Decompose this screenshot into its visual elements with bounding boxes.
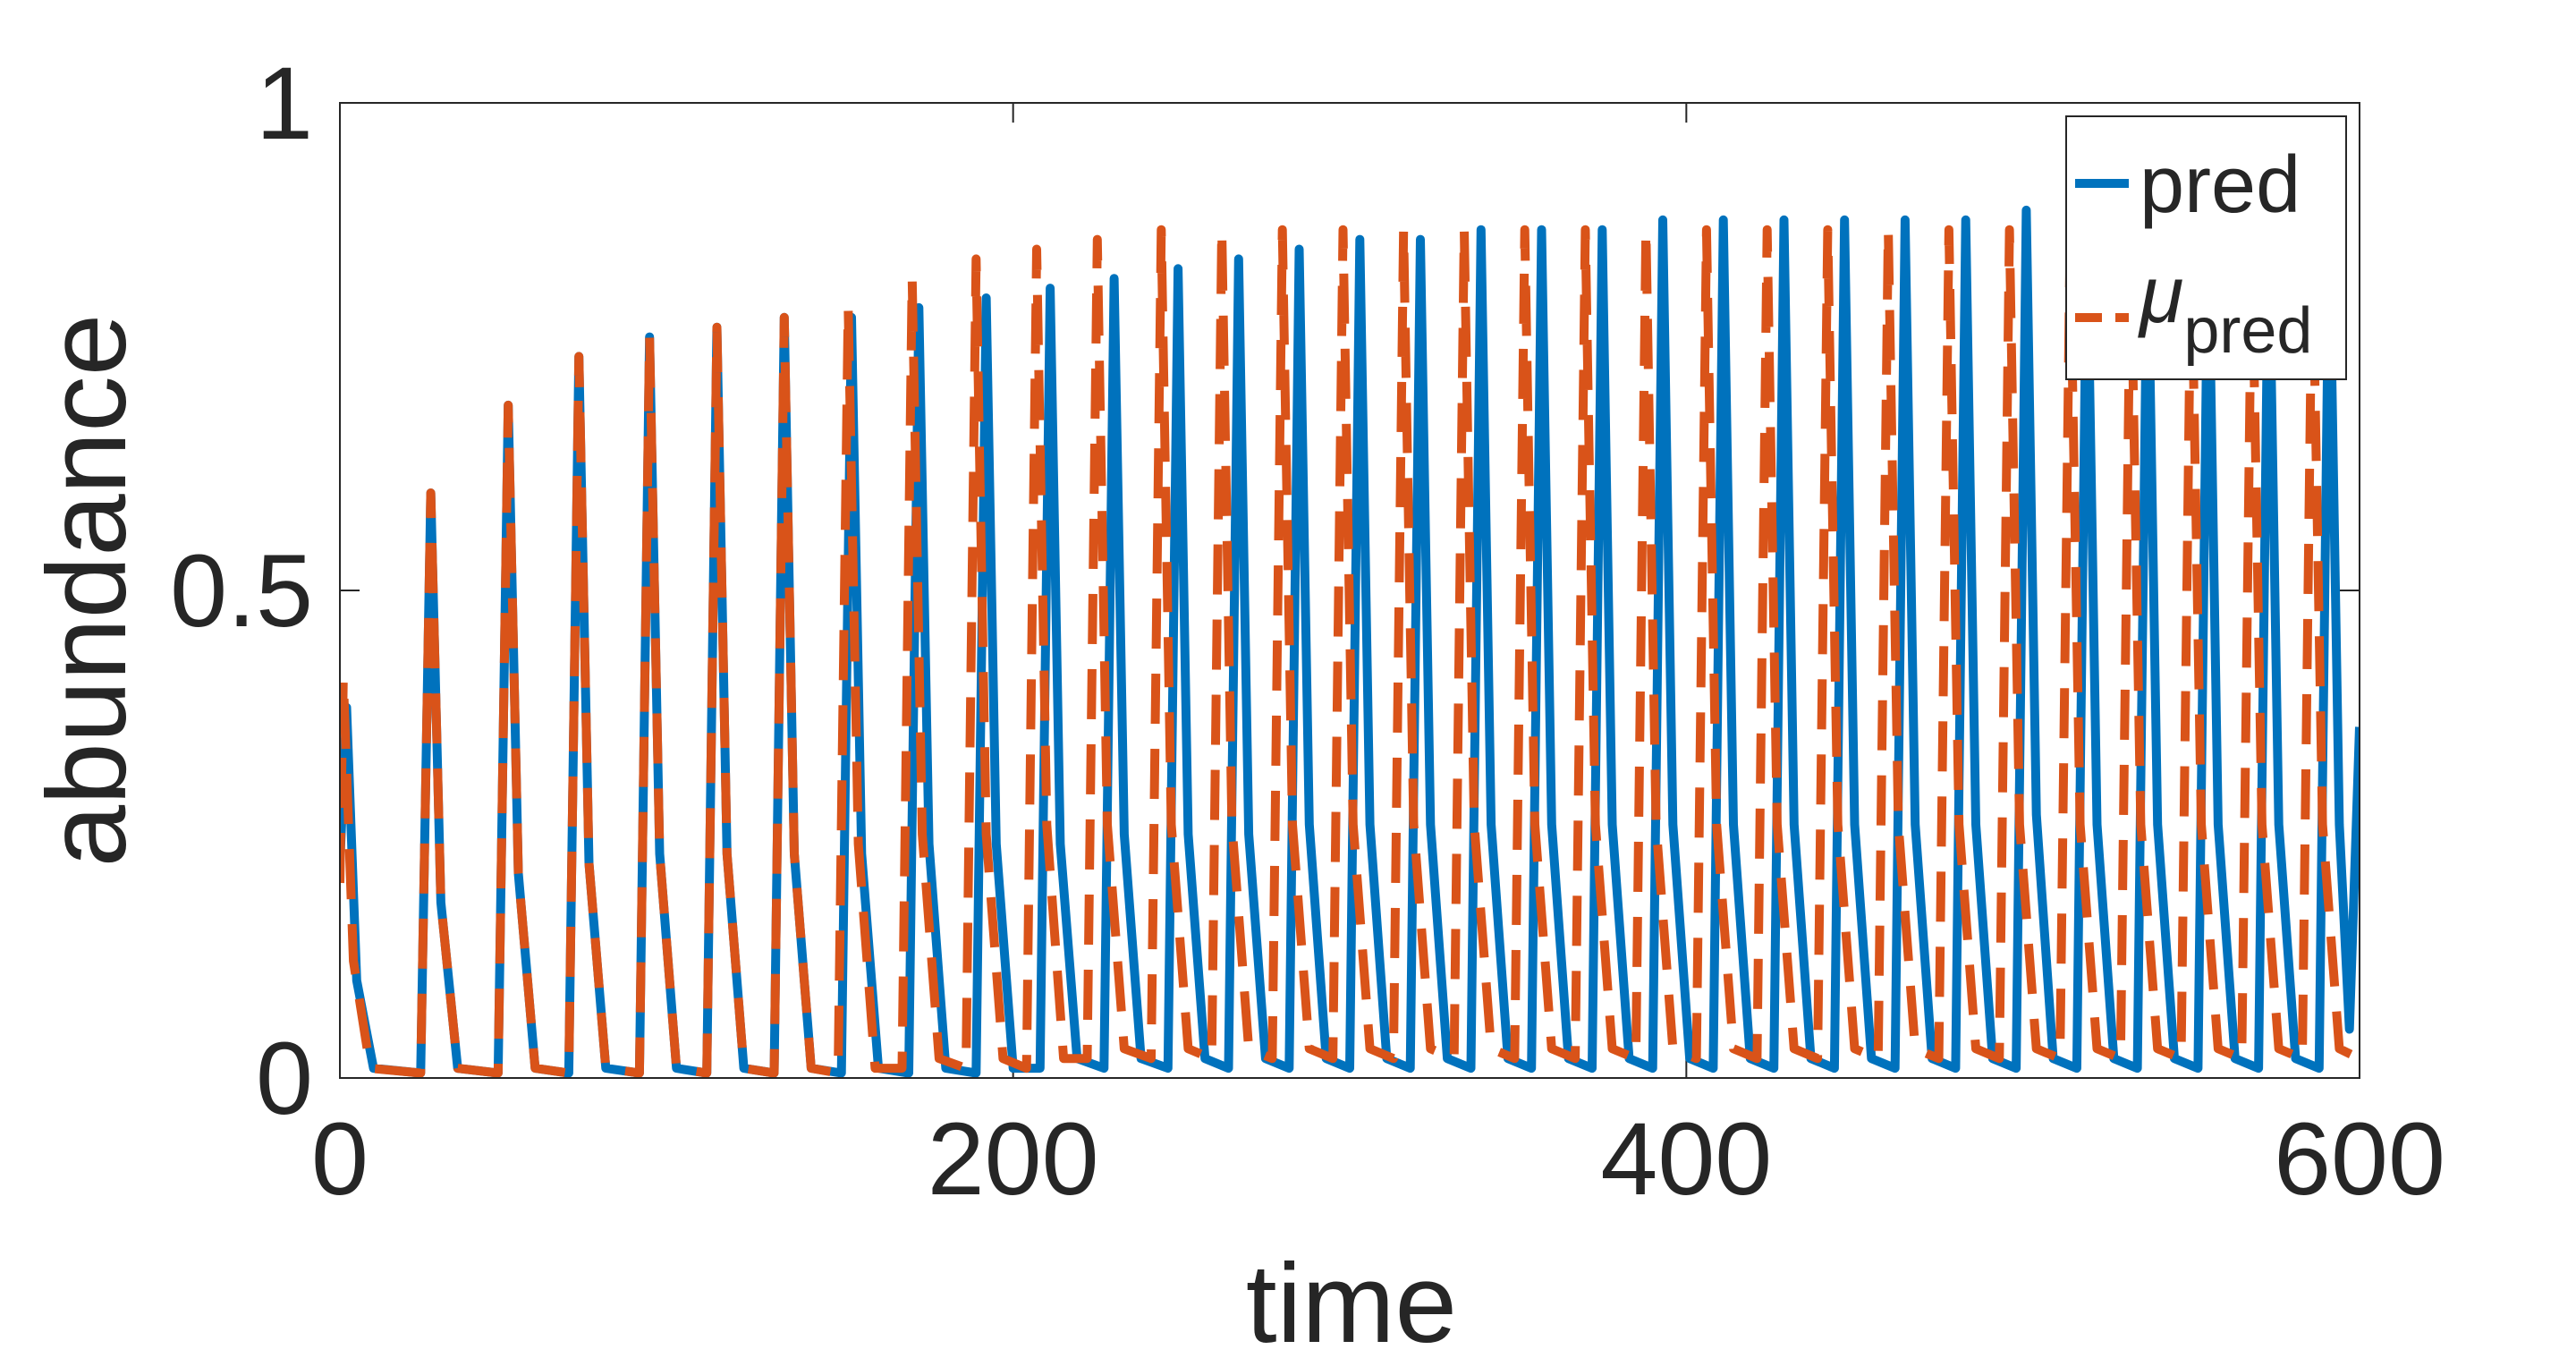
axes-box: [339, 102, 2360, 1079]
legend-label: pred: [2140, 140, 2301, 230]
x-tick-label: 400: [1600, 1102, 1772, 1217]
legend-label: μpred: [2138, 250, 2312, 367]
series-line: [340, 225, 2360, 1078]
y-tick-label: 0.5: [170, 534, 313, 649]
x-tick-label: 200: [928, 1102, 1099, 1217]
y-tick-label: 1: [256, 47, 313, 161]
legend-box: [2065, 115, 2347, 380]
y-axis-label: abundance: [25, 314, 149, 868]
x-tick-label: 0: [311, 1102, 369, 1217]
x-tick-label: 600: [2274, 1102, 2445, 1217]
y-tick-label: 0: [256, 1022, 313, 1136]
x-axis-label: time: [1246, 1242, 1457, 1358]
